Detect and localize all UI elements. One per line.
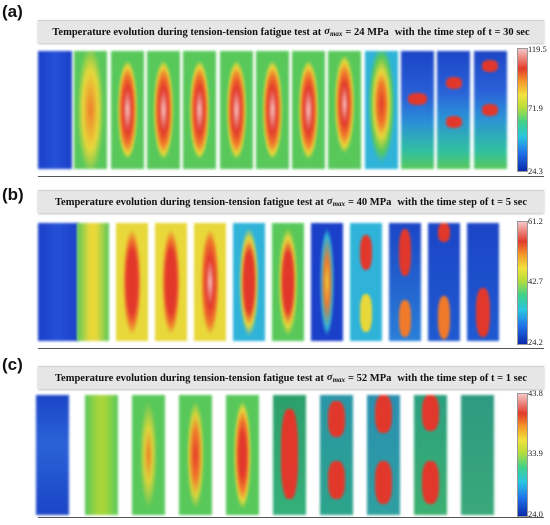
sigma-symbol: σmax <box>326 372 346 384</box>
thermogram-frame <box>38 51 72 169</box>
panel-a: (a) Temperature evolution during tension… <box>0 0 550 177</box>
stress-value: = 52 MPa <box>348 372 392 384</box>
thermogram-frame <box>428 223 460 341</box>
title-suffix: with the time step of t = 5 sec <box>397 196 527 208</box>
panel-letter: (a) <box>2 2 23 21</box>
hot-spot <box>328 461 345 500</box>
hot-spot <box>422 461 439 505</box>
colorbar-mid-label: 33.9 <box>528 448 543 458</box>
hot-spot <box>445 115 463 128</box>
thermogram-frame <box>467 223 499 341</box>
colorbar-mid-label: 42.7 <box>528 276 543 286</box>
thermogram-frame <box>77 223 109 341</box>
thermogram-frame <box>437 51 471 169</box>
thermogram-frame <box>473 51 507 169</box>
thermogram-frame <box>367 395 400 515</box>
panel-title: Temperature evolution during tension-ten… <box>38 190 544 213</box>
hot-spot <box>398 299 412 338</box>
title-suffix: with the time step of t = 30 sec <box>394 26 530 38</box>
title-prefix: Temperature evolution during tension-ten… <box>52 26 322 38</box>
hot-spot <box>328 401 345 437</box>
sigma-symbol: σmax <box>326 196 346 208</box>
colorbar-max-label: 61.2 <box>528 216 543 226</box>
thermogram-frame <box>179 395 212 515</box>
thermogram-frame <box>414 395 447 515</box>
thermogram-frame <box>255 51 289 169</box>
colorbar-min-label: 24.3 <box>528 166 543 176</box>
thermogram-frame <box>233 223 265 341</box>
panel-b: (b) Temperature evolution during tension… <box>0 180 550 350</box>
panel-baseline <box>38 348 544 349</box>
thermogram-frame <box>155 223 187 341</box>
thermogram-frame <box>36 395 69 515</box>
panel-title: Temperature evolution during tension-ten… <box>38 20 544 43</box>
thermogram-frame <box>311 223 343 341</box>
hot-spot <box>375 461 392 505</box>
hot-spot <box>422 395 439 431</box>
panel-baseline <box>38 176 544 177</box>
thermogram-frame <box>226 395 259 515</box>
hot-spot <box>407 93 428 106</box>
thermogram-frame <box>219 51 253 169</box>
hot-spot <box>481 104 499 116</box>
thermogram-frame <box>328 51 362 169</box>
colorbar-mid-label: 71.9 <box>528 103 543 113</box>
colorbar-min-label: 24.0 <box>528 509 543 519</box>
thermogram-frame <box>146 51 180 169</box>
thermogram-frame <box>116 223 148 341</box>
thermogram-strip <box>38 223 508 341</box>
hot-spot <box>475 287 491 338</box>
panel-c: (c) Temperature evolution during tension… <box>0 353 550 525</box>
colorbar <box>517 48 528 172</box>
thermogram-frame <box>364 51 398 169</box>
hot-spot <box>375 395 392 434</box>
thermogram-frame <box>38 223 78 341</box>
thermogram-frame <box>110 51 144 169</box>
colorbar <box>517 221 528 345</box>
thermogram-frame <box>292 51 326 169</box>
thermogram-frame <box>273 395 306 515</box>
hot-spot <box>398 228 412 277</box>
stress-value: = 40 MPa <box>348 196 392 208</box>
thermogram-frame <box>401 51 434 169</box>
panel-letter: (c) <box>2 355 23 374</box>
hot-spot <box>281 409 298 500</box>
hot-spot <box>359 293 373 332</box>
thermogram-frame <box>183 51 217 169</box>
title-prefix: Temperature evolution during tension-ten… <box>55 372 324 384</box>
hot-spot <box>359 234 373 271</box>
title-suffix: with the time step of t = 1 sec <box>397 372 527 384</box>
thermogram-strip <box>38 51 508 169</box>
sigma-symbol: σmax <box>324 26 343 38</box>
panel-letter: (b) <box>2 185 24 204</box>
colorbar-min-label: 24.2 <box>528 337 543 347</box>
thermogram-frame <box>272 223 304 341</box>
colorbar <box>517 393 528 517</box>
hot-spot <box>481 60 499 73</box>
panel-baseline <box>38 517 544 518</box>
thermogram-frame <box>461 395 494 515</box>
hot-spot <box>437 296 451 339</box>
thermogram-frame <box>74 51 108 169</box>
thermogram-strip <box>36 395 508 515</box>
thermogram-frame <box>85 395 118 515</box>
colorbar-max-label: 119.5 <box>528 44 547 54</box>
panel-title: Temperature evolution during tension-ten… <box>38 366 544 389</box>
colorbar-max-label: 43.8 <box>528 388 543 398</box>
title-prefix: Temperature evolution during tension-ten… <box>55 196 324 208</box>
thermogram-frame <box>389 223 421 341</box>
thermogram-frame <box>194 223 226 341</box>
thermogram-frame <box>350 223 382 341</box>
hot-spot <box>437 223 451 242</box>
thermogram-frame <box>132 395 165 515</box>
stress-value: = 24 MPa <box>345 26 389 38</box>
hot-spot <box>445 76 463 89</box>
thermogram-frame <box>320 395 353 515</box>
